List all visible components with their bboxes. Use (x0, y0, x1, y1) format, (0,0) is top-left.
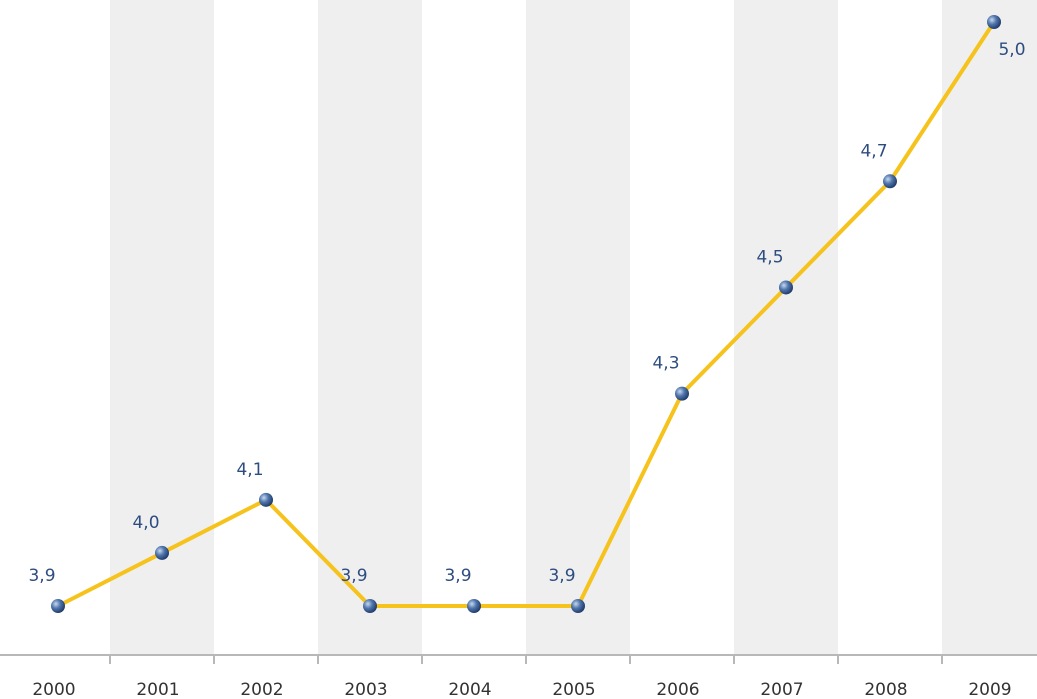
point (259, 492, 273, 507)
data-label: 4,7 (860, 141, 887, 161)
data-label: 4,0 (132, 513, 159, 533)
x-tick-label: 2001 (136, 680, 179, 699)
data-label: 4,5 (756, 247, 783, 267)
data-label: 3,9 (340, 566, 367, 586)
x-tick-label: 2007 (760, 680, 803, 699)
point (987, 15, 1001, 29)
x-tick-label: 2003 (344, 680, 387, 699)
point (675, 386, 689, 401)
data-label: 3,9 (28, 566, 55, 586)
data-label: 4,3 (652, 354, 679, 374)
x-tick-label: 2005 (552, 680, 595, 699)
band (526, 0, 630, 655)
band (110, 0, 214, 655)
point (51, 599, 65, 613)
x-tick-label: 2004 (448, 680, 491, 699)
data-label: 3,9 (548, 566, 575, 586)
band (318, 0, 422, 655)
point (883, 174, 897, 189)
point (155, 545, 169, 560)
band (942, 0, 1037, 655)
data-label: 3,9 (444, 566, 471, 586)
point (571, 599, 585, 613)
point (779, 280, 793, 295)
band (734, 0, 838, 655)
x-tick-label: 2008 (864, 680, 907, 699)
x-tick-label: 2006 (656, 680, 699, 699)
line (57, 20, 996, 608)
data-label: 5,0 (998, 40, 1025, 60)
background-bands (110, 0, 1037, 655)
point (467, 599, 481, 613)
point (363, 599, 377, 613)
x-tick-label: 2000 (32, 680, 75, 699)
x-tick-label: 2009 (968, 680, 1011, 699)
x-tick-label: 2002 (240, 680, 283, 699)
data-label: 4,1 (236, 460, 263, 480)
